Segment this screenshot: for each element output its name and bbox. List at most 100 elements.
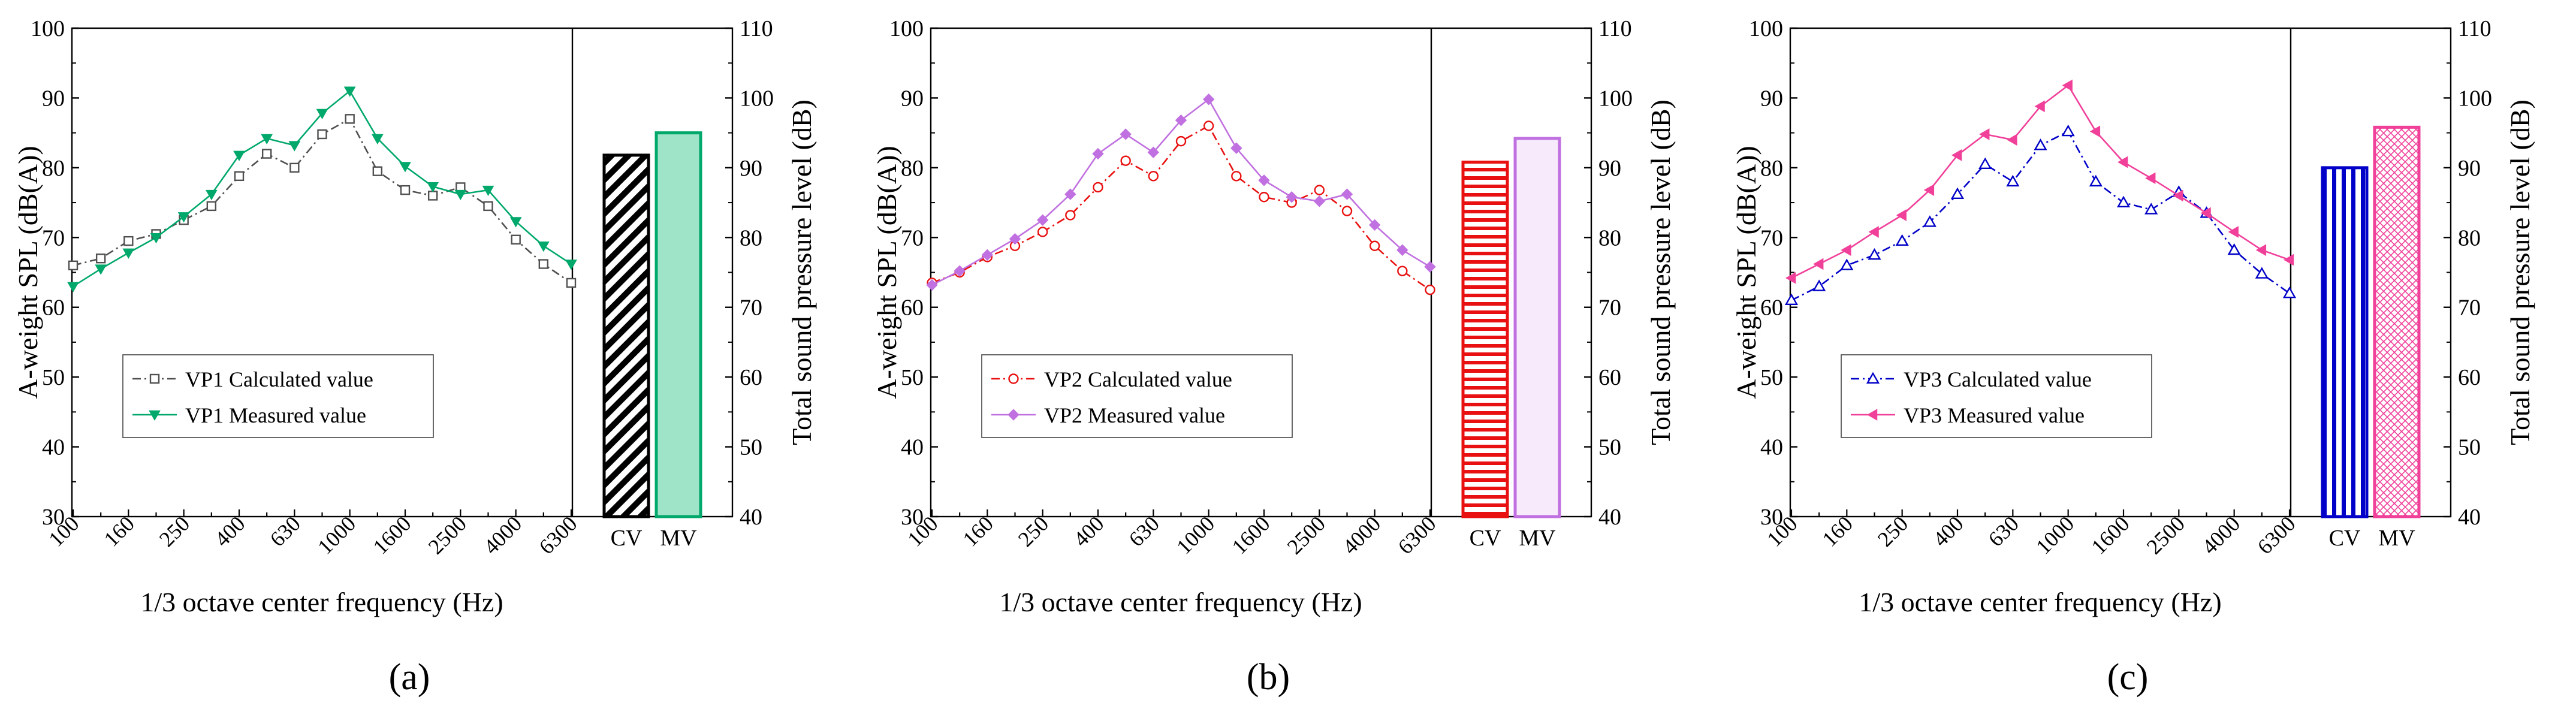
series-1-point xyxy=(926,279,938,291)
series-1-point xyxy=(1202,93,1215,105)
series-1-point xyxy=(205,189,218,201)
series-1-point xyxy=(122,248,135,259)
legend-label: VP2 Measured value xyxy=(1044,403,1225,427)
series-0-point xyxy=(1923,215,1936,227)
y-axis-right-title: Total sound pressure level (dB) xyxy=(786,99,817,445)
series-0-point xyxy=(1978,157,1992,169)
series-0-point xyxy=(345,114,355,124)
x-tick-label: 160 xyxy=(1818,511,1857,551)
series-1-point xyxy=(1147,146,1160,158)
series-0-point xyxy=(1120,155,1131,166)
panel-label: (c) xyxy=(2107,657,2149,698)
series-line-0 xyxy=(931,125,1431,291)
series-1-point xyxy=(1064,188,1076,200)
y-right-tick-label: 70 xyxy=(740,295,762,321)
y-tick-label: 60 xyxy=(42,295,65,321)
series-0-point xyxy=(1812,279,1826,291)
series-1-point xyxy=(1951,149,1962,161)
x-tick-label: 400 xyxy=(1928,511,1968,551)
series-1-point xyxy=(2007,134,2017,146)
series-0-point xyxy=(206,201,217,212)
y-tick-label: 30 xyxy=(901,505,924,530)
legend-label: VP2 Calculated value xyxy=(1044,367,1232,391)
y-axis-title: A-weight SPL (dB(A)) xyxy=(871,146,902,399)
series-0-point xyxy=(2006,174,2020,187)
x-tick-label: 6300 xyxy=(1393,511,1440,559)
series-0-point xyxy=(2227,243,2241,255)
y-tick-label: 100 xyxy=(31,16,65,41)
series-1-point xyxy=(2117,156,2128,168)
y-tick-label: 80 xyxy=(1760,156,1783,181)
series-0-point xyxy=(566,277,577,288)
series-1-point xyxy=(1286,191,1298,203)
y-right-tick-label: 80 xyxy=(1598,225,1621,251)
series-1-point xyxy=(565,260,577,270)
series-0-point xyxy=(261,149,272,159)
series-0-point xyxy=(1065,210,1076,221)
y-tick-label: 40 xyxy=(42,435,65,460)
y-tick-label: 80 xyxy=(42,156,65,181)
y-right-tick-label: 90 xyxy=(740,156,762,181)
series-1-point xyxy=(1313,195,1326,207)
x-tick-label: 250 xyxy=(1013,511,1053,551)
series-0-point xyxy=(317,129,327,140)
series-1-point xyxy=(1092,147,1104,160)
x-tick-label: 2500 xyxy=(2142,511,2189,559)
panel-label: (b) xyxy=(1247,657,1290,698)
y-tick-label: 50 xyxy=(901,365,924,390)
y-tick-label: 40 xyxy=(1760,435,1783,460)
x-tick-label: 1600 xyxy=(1227,511,1274,559)
series-1-point xyxy=(95,264,107,275)
x-tick-label: 250 xyxy=(155,511,194,551)
bar-mv xyxy=(654,131,702,518)
x-tick-label: 4000 xyxy=(479,511,526,559)
legend-swatch-marker xyxy=(149,410,161,421)
y-right-tick-label: 70 xyxy=(1598,295,1621,321)
x-tick-label: 2500 xyxy=(1283,511,1330,559)
legend-swatch-marker xyxy=(149,373,160,384)
series-0-point xyxy=(1203,120,1214,131)
x-tick-label: 630 xyxy=(266,511,305,551)
series-1-point xyxy=(1009,233,1021,245)
series-1-point xyxy=(1979,128,1990,140)
series-1-point xyxy=(1341,188,1353,200)
y-right-tick-label: 100 xyxy=(1598,86,1633,111)
x-tick-label: 400 xyxy=(1069,511,1108,551)
series-line-1 xyxy=(1791,84,2290,279)
y-right-tick-label: 60 xyxy=(1598,365,1621,390)
series-1-point xyxy=(1368,219,1381,231)
series-1-point xyxy=(1424,261,1436,273)
y-tick-label: 70 xyxy=(42,225,65,251)
series-1-point xyxy=(1120,128,1132,140)
y-right-tick-label: 80 xyxy=(2458,225,2481,251)
series-0-point xyxy=(1093,182,1103,193)
series-0-point xyxy=(1341,206,1353,216)
series-0-point xyxy=(1369,240,1380,251)
series-0-point xyxy=(1425,284,1435,295)
x-tick-label: 1600 xyxy=(368,511,415,559)
series-0-point xyxy=(1037,227,1048,237)
series-1-point xyxy=(1036,214,1049,226)
series-1-point xyxy=(150,233,162,244)
series-0-point xyxy=(400,185,411,195)
y-tick-label: 50 xyxy=(1760,365,1783,390)
legend-swatch-marker xyxy=(1866,372,1880,384)
series-1-point xyxy=(2173,189,2183,202)
series-1-point xyxy=(1868,226,1879,238)
series-1-point xyxy=(67,282,79,292)
y-axis-right-title: Total sound pressure level (dB) xyxy=(2505,99,2535,445)
series-1-point xyxy=(2228,226,2239,238)
series-0-point xyxy=(1148,171,1159,182)
x-tick-label: 250 xyxy=(1873,511,1913,551)
bar-cv xyxy=(1461,161,1509,518)
legend-swatch-marker xyxy=(1008,409,1019,421)
bar-cv xyxy=(2321,166,2369,518)
series-1-point xyxy=(1785,271,1796,284)
series-0-point xyxy=(1895,234,1909,246)
series-1-point xyxy=(2200,207,2211,219)
series-1-point xyxy=(2062,79,2073,92)
bar-category-label-cv: CV xyxy=(611,526,643,551)
y-right-tick-label: 70 xyxy=(2458,295,2481,321)
bar-mv xyxy=(1513,137,1561,518)
